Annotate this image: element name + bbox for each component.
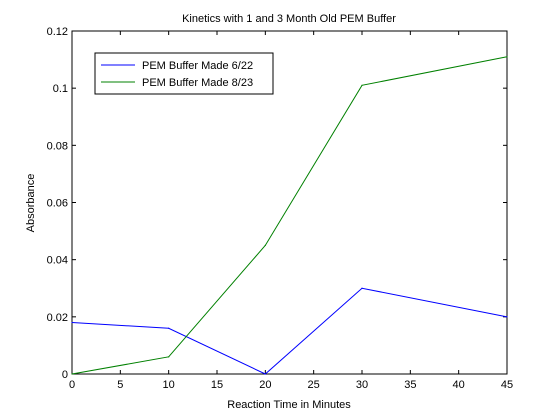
data-point <box>264 373 266 375</box>
series-lines <box>71 56 508 375</box>
x-tick-label: 45 <box>501 379 513 391</box>
data-point <box>71 321 73 324</box>
x-axis: 0 5 10 15 20 25 30 35 40 45 <box>69 31 513 391</box>
y-tick-label: 0.02 <box>47 312 68 324</box>
x-tick-label: 20 <box>259 379 271 391</box>
x-tick-label: 25 <box>308 379 320 391</box>
data-point <box>168 356 170 358</box>
data-point <box>361 84 363 86</box>
x-tick-label: 15 <box>211 379 223 391</box>
x-tick-label: 5 <box>117 379 123 391</box>
y-tick-label: 0.04 <box>47 255 68 267</box>
x-tick-label: 0 <box>69 379 75 391</box>
x-tick-label: 40 <box>453 379 465 391</box>
chart-title: Kinetics with 1 and 3 Month Old PEM Buff… <box>182 13 396 25</box>
x-tick-label: 30 <box>356 379 368 391</box>
legend-label-series-1: PEM Buffer Made 6/22 <box>142 60 253 72</box>
data-point <box>506 316 508 318</box>
legend: PEM Buffer Made 6/22 PEM Buffer Made 8/2… <box>94 52 274 95</box>
x-axis-label: Reaction Time in Minutes <box>227 399 351 411</box>
data-point <box>71 373 73 375</box>
y-tick-label: 0 <box>62 369 68 381</box>
data-point <box>168 327 170 329</box>
x-tick-label: 35 <box>404 379 416 391</box>
y-tick-label: 0.08 <box>47 140 68 152</box>
legend-label-series-2: PEM Buffer Made 8/23 <box>142 77 253 89</box>
data-point <box>506 56 508 58</box>
data-point <box>361 287 363 289</box>
x-tick-label: 10 <box>163 379 175 391</box>
legend-box <box>94 52 274 95</box>
y-tick-label: 0.12 <box>47 26 68 38</box>
data-point <box>264 244 266 246</box>
y-axis-label: Absorbance <box>25 174 37 233</box>
y-tick-label: 0.06 <box>47 198 68 210</box>
y-tick-label: 0.1 <box>53 83 68 95</box>
